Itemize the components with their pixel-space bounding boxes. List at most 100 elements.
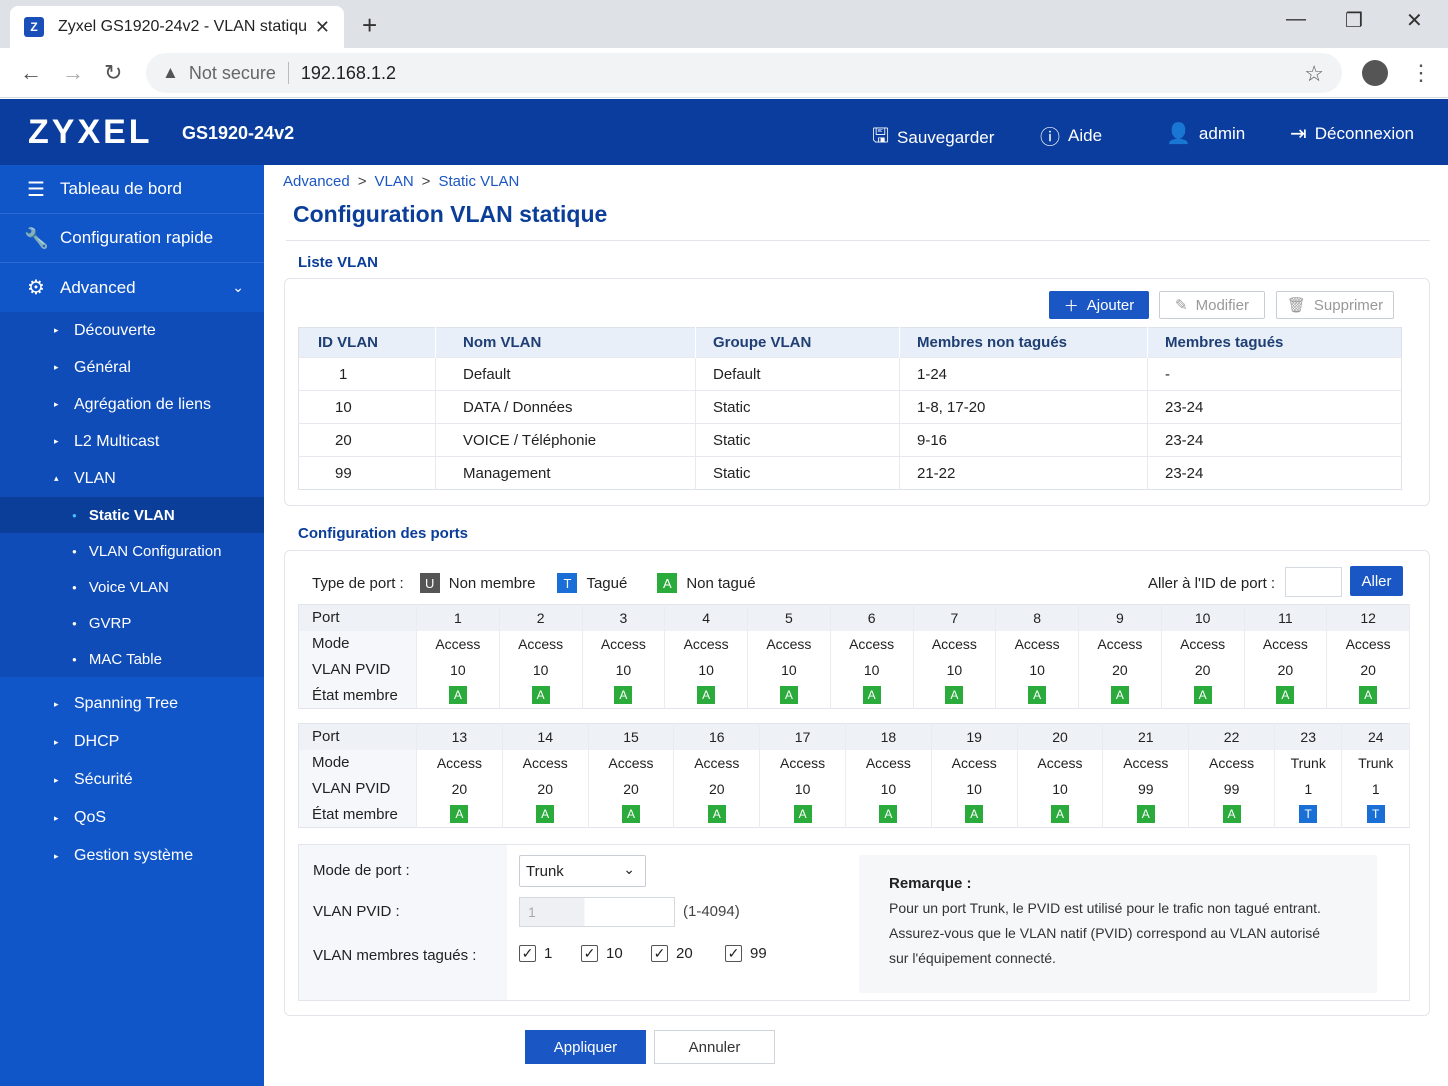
sidebar-item-qos[interactable]: ▸ QoS [0,799,264,837]
port-cell-pvids[interactable]: 10 [759,775,846,802]
add-vlan-button[interactable]: ＋ Ajouter [1049,291,1149,319]
col-vlan-id[interactable]: ID VLAN [298,327,436,358]
port-cell-pvids[interactable]: 20 [1161,656,1245,683]
tagged-vlan-20-checkbox[interactable]: ✓ 20 [651,945,693,962]
sidebar-item-vlan[interactable]: ▴ VLAN [0,460,264,497]
port-cell-modes[interactable]: Access [931,749,1018,776]
member-state-badge[interactable]: A [536,805,555,824]
port-cell-states[interactable]: A [759,801,846,828]
sidebar-item-security[interactable]: ▸ Sécurité [0,761,264,799]
port-cell-pvids[interactable]: 10 [664,656,748,683]
new-tab-icon[interactable]: + [362,10,378,40]
member-state-badge[interactable]: A [1028,686,1047,705]
edit-vlan-button[interactable]: ✎ Modifier [1159,291,1265,319]
member-state-badge[interactable]: A [1136,805,1155,824]
port-cell-pvids[interactable]: 20 [1326,656,1410,683]
port-cell-states[interactable]: A [931,801,1018,828]
port-cell-pvids[interactable]: 10 [582,656,666,683]
port-cell-states[interactable]: T [1274,801,1343,828]
goto-button[interactable]: Aller [1350,566,1403,596]
port-cell-modes[interactable]: Access [582,630,666,657]
port-cell-states[interactable]: T [1341,801,1410,828]
port-cell-modes[interactable]: Access [673,749,761,776]
port-cell-modes[interactable]: Access [747,630,831,657]
port-cell-pvids[interactable]: 20 [502,775,589,802]
sidebar-item-link-aggregation[interactable]: ▸ Agrégation de liens [0,386,264,423]
help-button[interactable]: ⓘ Aide [1040,121,1102,150]
omnibox[interactable]: ▲ Not secure 192.168.1.2 ☆ [146,53,1342,93]
sidebar-item-dashboard[interactable]: ☰ Tableau de bord [0,165,264,214]
port-cell-states[interactable]: A [502,801,589,828]
member-state-badge[interactable]: A [531,686,550,705]
port-cell-modes[interactable]: Access [502,749,589,776]
sidebar-item-general[interactable]: ▸ Général [0,349,264,386]
port-cell-states[interactable]: A [416,801,503,828]
sidebar-item-dhcp[interactable]: ▸ DHCP [0,723,264,761]
sidebar-item-mac-table[interactable]: ● MAC Table [0,641,264,677]
delete-vlan-button[interactable]: 🗑 Supprimer [1276,291,1394,319]
sidebar-item-static-vlan[interactable]: ● Static VLAN [0,497,264,533]
member-state-badge[interactable]: A [450,805,469,824]
member-state-badge[interactable]: T [1366,805,1385,824]
reload-icon[interactable]: ↻ [104,60,123,85]
apply-button[interactable]: Appliquer [525,1030,646,1064]
member-state-badge[interactable]: A [697,686,716,705]
tagged-vlan-10-checkbox[interactable]: ✓ 10 [581,945,623,962]
sidebar-item-l2-multicast[interactable]: ▸ L2 Multicast [0,423,264,460]
port-cell-modes[interactable]: Access [1017,749,1104,776]
port-cell-states[interactable]: A [1102,801,1190,828]
member-state-badge[interactable]: A [614,686,633,705]
port-cell-pvids[interactable]: 10 [931,775,1018,802]
member-state-badge[interactable]: A [945,686,964,705]
member-state-badge[interactable]: A [793,805,812,824]
member-state-badge[interactable]: A [448,686,467,705]
url-text[interactable]: 192.168.1.2 [300,62,396,83]
port-cell-modes[interactable]: Trunk [1341,749,1410,776]
logout-button[interactable]: ⇥ Déconnexion [1290,121,1414,146]
port-cell-modes[interactable]: Trunk [1274,749,1343,776]
member-state-badge[interactable]: A [1193,686,1212,705]
member-state-badge[interactable]: A [707,805,726,824]
browser-tab[interactable]: Z Zyxel GS1920-24v2 - VLAN statique ✕ [10,6,344,48]
sidebar-item-quick-config[interactable]: 🔧 Configuration rapide [0,214,264,263]
port-cell-states[interactable]: A [913,682,997,709]
port-cell-states[interactable]: A [673,801,761,828]
user-menu[interactable]: 👤 admin [1166,121,1245,146]
port-cell-pvids[interactable]: 10 [499,656,583,683]
port-cell-pvids[interactable]: 20 [673,775,761,802]
tagged-vlan-1-checkbox[interactable]: ✓ 1 [519,945,552,962]
port-cell-modes[interactable]: Access [1244,630,1328,657]
port-cell-states[interactable]: A [845,801,932,828]
sidebar-item-vlan-configuration[interactable]: ● VLAN Configuration [0,533,264,569]
port-cell-modes[interactable]: Access [830,630,914,657]
col-untagged[interactable]: Membres non tagués [899,327,1148,358]
port-cell-states[interactable]: A [588,801,675,828]
port-cell-modes[interactable]: Access [845,749,932,776]
sidebar-item-spanning-tree[interactable]: ▸ Spanning Tree [0,685,264,723]
port-cell-states[interactable]: A [1188,801,1275,828]
goto-port-input[interactable] [1285,567,1342,597]
breadcrumb-vlan[interactable]: VLAN [374,173,414,190]
port-cell-states[interactable]: A [1161,682,1245,709]
window-close-icon[interactable]: ✕ [1406,10,1423,32]
port-cell-pvids[interactable]: 10 [830,656,914,683]
port-cell-pvids[interactable]: 1 [1274,775,1343,802]
member-state-badge[interactable]: A [779,686,798,705]
col-vlan-name[interactable]: Nom VLAN [435,327,696,358]
member-state-badge[interactable]: A [879,805,898,824]
member-state-badge[interactable]: A [1222,805,1241,824]
port-cell-modes[interactable]: Access [913,630,997,657]
maximize-icon[interactable]: ❐ [1345,10,1363,32]
port-cell-pvids[interactable]: 99 [1102,775,1190,802]
port-cell-states[interactable]: A [582,682,666,709]
member-state-badge[interactable]: A [1110,686,1129,705]
port-cell-pvids[interactable]: 10 [845,775,932,802]
sidebar-item-system-management[interactable]: ▸ Gestion système [0,837,264,875]
port-cell-modes[interactable]: Access [499,630,583,657]
minimize-icon[interactable]: — [1286,8,1306,30]
port-cell-pvids[interactable]: 1 [1341,775,1410,802]
pvid-input[interactable]: 1 [519,897,675,927]
member-state-badge[interactable]: T [1299,805,1318,824]
port-cell-modes[interactable]: Access [664,630,748,657]
sidebar-item-advanced[interactable]: ⚙ Advanced ⌄ [0,263,264,312]
